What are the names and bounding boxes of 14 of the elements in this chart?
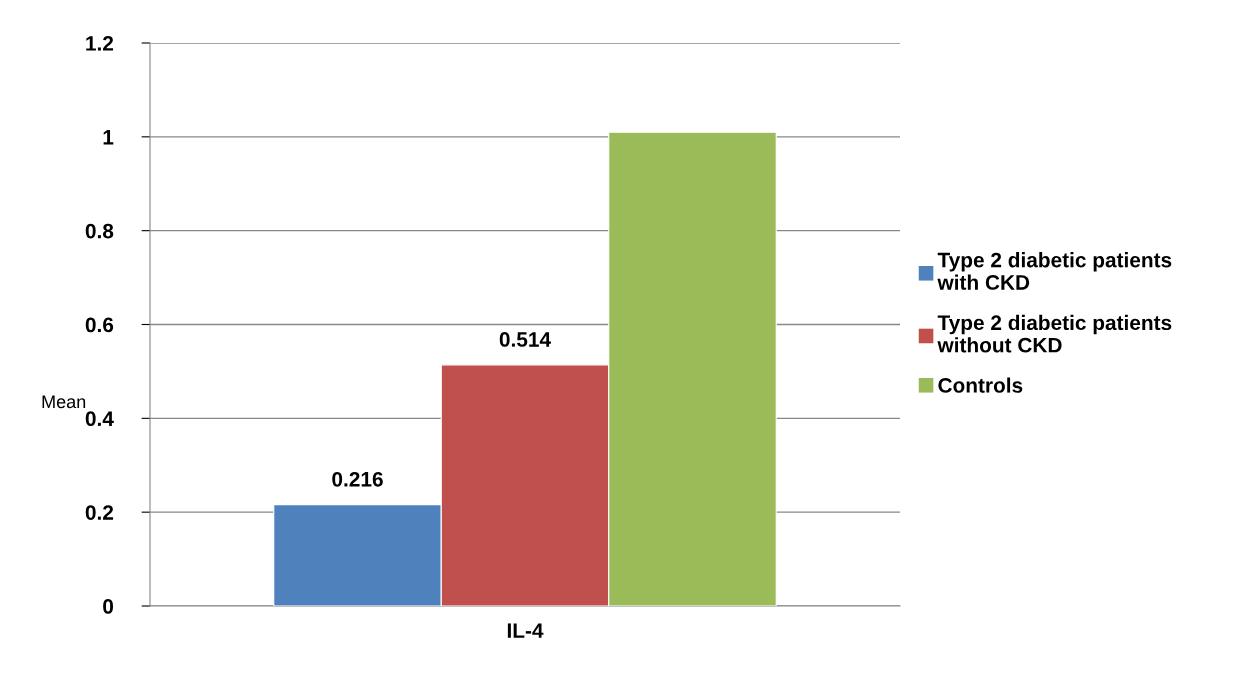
x-tick-label: IL-4 bbox=[507, 623, 544, 638]
legend-label: Type 2 diabetic patients without CKD bbox=[937, 314, 1172, 353]
data-label: 0.216 bbox=[332, 471, 383, 487]
data-label: 0.514 bbox=[499, 332, 551, 347]
y-tick-label: 0.2 bbox=[85, 505, 114, 520]
y-tick-label: 0.4 bbox=[85, 411, 114, 427]
legend-label: Controls bbox=[938, 377, 1023, 393]
legend-label: Type 2 diabetic patients with CKD bbox=[937, 252, 1172, 290]
y-tick-label: 0.6 bbox=[85, 317, 114, 333]
y-tick-label: 1 bbox=[103, 130, 114, 145]
y-tick-label: 0 bbox=[103, 599, 114, 614]
y-axis-title: Mean bbox=[42, 395, 86, 409]
y-tick-label: 0.8 bbox=[85, 223, 114, 239]
y-tick-label: 1.2 bbox=[86, 36, 114, 51]
